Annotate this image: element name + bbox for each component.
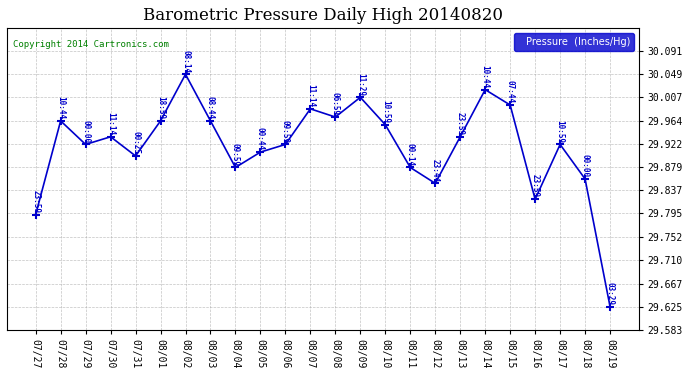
Text: 09:59: 09:59 xyxy=(231,143,240,166)
Text: 08:44: 08:44 xyxy=(206,96,215,119)
Legend: Pressure  (Inches/Hg): Pressure (Inches/Hg) xyxy=(514,33,634,51)
Text: 00:00: 00:00 xyxy=(81,120,90,143)
Text: 00:14: 00:14 xyxy=(406,143,415,166)
Text: 11:14: 11:14 xyxy=(106,112,115,135)
Text: 00:25: 00:25 xyxy=(131,131,140,154)
Text: 18:59: 18:59 xyxy=(156,96,165,119)
Text: 09:59: 09:59 xyxy=(281,120,290,143)
Text: 08:14: 08:14 xyxy=(181,50,190,73)
Text: 03:29: 03:29 xyxy=(606,282,615,305)
Text: 23:59: 23:59 xyxy=(531,174,540,198)
Text: 11:14: 11:14 xyxy=(306,84,315,107)
Text: 10:44: 10:44 xyxy=(56,96,65,119)
Text: 23:44: 23:44 xyxy=(431,159,440,182)
Text: 10:44: 10:44 xyxy=(481,65,490,88)
Text: 10:59: 10:59 xyxy=(381,100,390,123)
Text: 00:44: 00:44 xyxy=(256,128,265,150)
Text: 11:29: 11:29 xyxy=(356,72,365,96)
Text: 07:44: 07:44 xyxy=(506,80,515,104)
Text: 23:59: 23:59 xyxy=(455,112,465,135)
Title: Barometric Pressure Daily High 20140820: Barometric Pressure Daily High 20140820 xyxy=(143,7,503,24)
Text: 10:59: 10:59 xyxy=(555,120,564,143)
Text: 00:00: 00:00 xyxy=(580,154,589,177)
Text: 23:59: 23:59 xyxy=(31,190,40,213)
Text: 06:59: 06:59 xyxy=(331,92,340,116)
Text: Copyright 2014 Cartronics.com: Copyright 2014 Cartronics.com xyxy=(13,40,169,50)
